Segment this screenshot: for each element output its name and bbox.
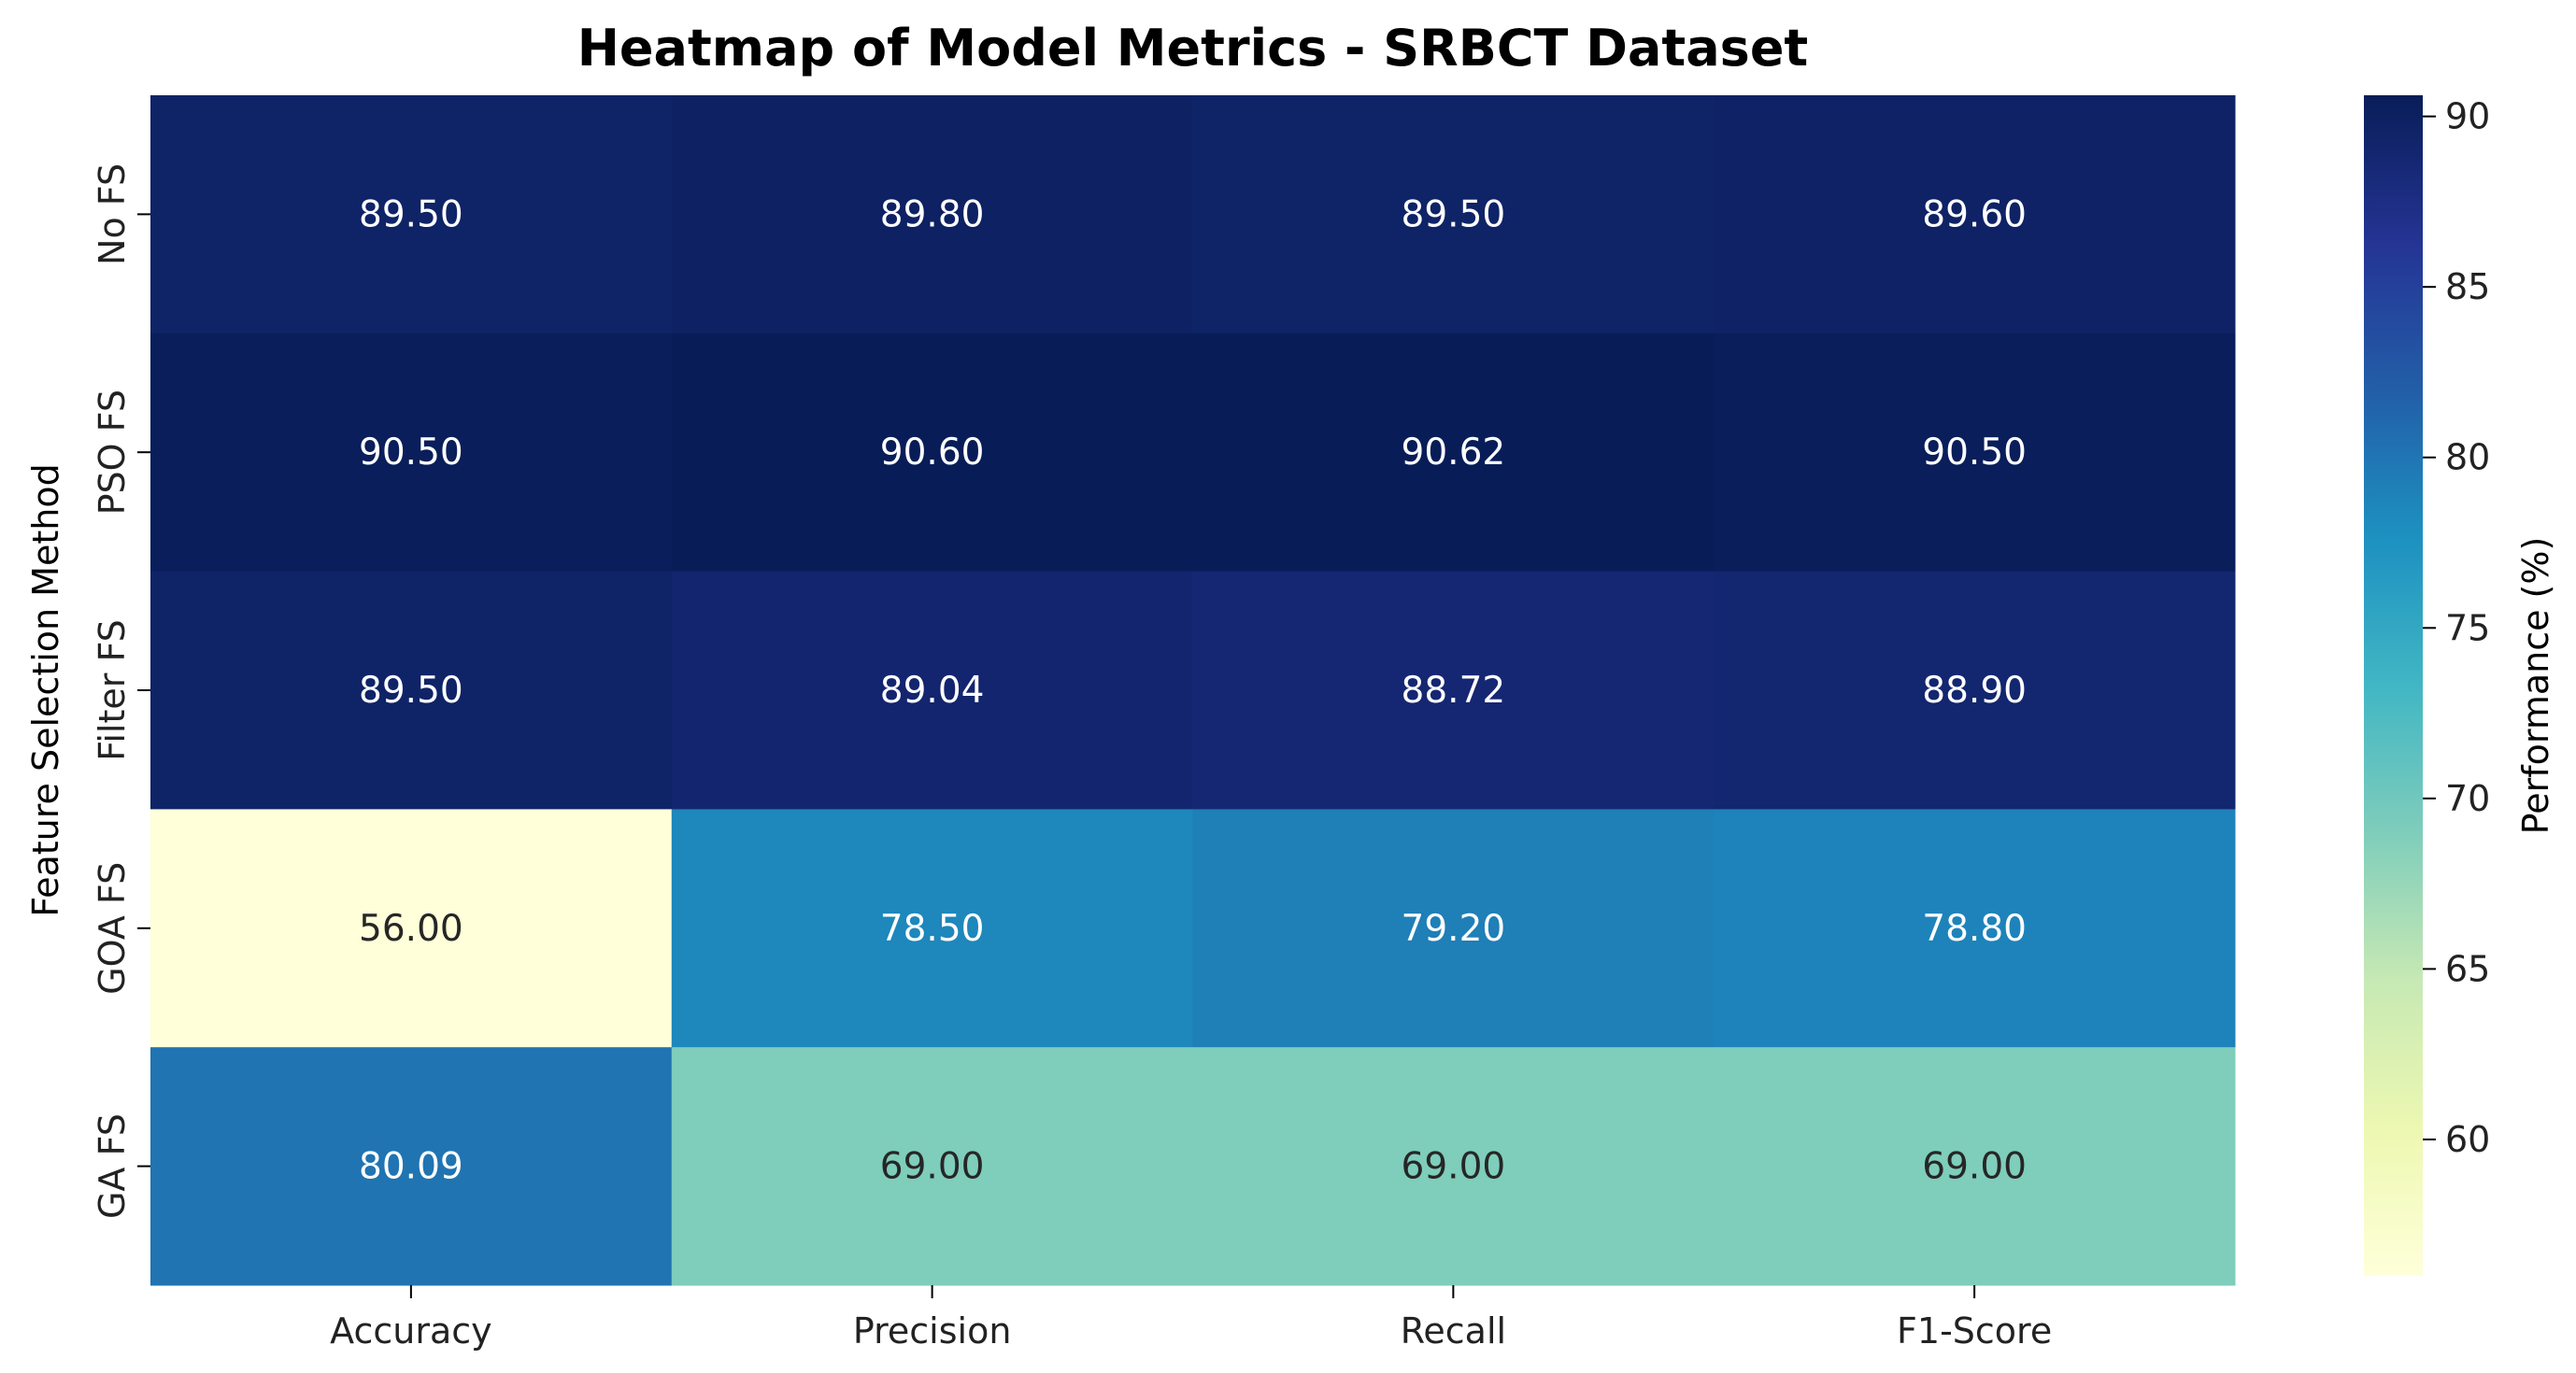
colorbar-tick-label: 85 [2445, 266, 2490, 307]
y-axis-label: Feature Selection Method [25, 463, 66, 916]
heatmap-cell-value: 89.80 [880, 193, 985, 235]
heatmap-cell [1714, 333, 2236, 573]
x-tick-label: Accuracy [330, 1310, 492, 1352]
heatmap-cell-value: 90.62 [1402, 432, 1506, 474]
heatmap-cell [150, 95, 673, 334]
x-tick-label: F1-Score [1897, 1310, 2052, 1352]
heatmap-cell [1192, 333, 1715, 573]
heatmap-cell-value: 78.50 [880, 908, 985, 950]
colorbar-tick-label: 80 [2445, 437, 2490, 478]
heatmap-cell [150, 571, 673, 810]
colorbar-tick-label: 70 [2445, 778, 2490, 819]
heatmap-cell-value: 90.50 [359, 432, 463, 474]
heatmap-cell-value: 56.00 [359, 908, 463, 950]
heatmap-cell-value: 78.80 [1922, 908, 2027, 950]
heatmap-cells [150, 95, 2236, 1286]
heatmap-cell [1192, 1047, 1715, 1286]
heatmap-cell-value: 69.00 [880, 1146, 985, 1188]
heatmap-cell-value: 89.50 [1402, 193, 1506, 235]
heatmap-cell-value: 89.04 [880, 670, 985, 712]
heatmap-cell-value: 90.50 [1922, 432, 2027, 474]
y-axis: No FS PSO FS Filter FS GOA FS GA FS [92, 163, 150, 1219]
heatmap-cell [1714, 1047, 2236, 1286]
heatmap-cell [671, 333, 1193, 573]
heatmap-cell-value: 79.20 [1402, 908, 1506, 950]
heatmap-cell [1714, 95, 2236, 334]
chart-title: Heatmap of Model Metrics - SRBCT Dataset [577, 19, 1809, 78]
heatmap-cell-value: 80.09 [359, 1146, 463, 1188]
x-axis: Accuracy Precision Recall F1-Score [330, 1285, 2052, 1352]
heatmap-cell [1714, 809, 2236, 1048]
heatmap-cell [671, 571, 1193, 810]
y-tick-label: GOA FS [92, 862, 133, 995]
colorbar-tick-label: 65 [2445, 948, 2490, 989]
heatmap-cell [150, 809, 673, 1048]
x-tick-label: Recall [1401, 1310, 1506, 1352]
heatmap-cell [671, 1047, 1193, 1286]
colorbar-gradient [2364, 95, 2423, 1276]
heatmap-cell-value: 88.90 [1922, 670, 2027, 712]
colorbar: 60 65 70 75 80 85 90 [2364, 95, 2490, 1276]
colorbar-label: Performance (%) [2515, 537, 2556, 835]
heatmap-cell [1192, 809, 1715, 1048]
heatmap-cell [671, 809, 1193, 1048]
heatmap-cell-labels: 89.50 89.80 89.50 89.60 90.50 90.60 90.62 90.50… [359, 193, 2027, 1187]
y-tick-label: PSO FS [92, 389, 133, 515]
heatmap-cell-value: 69.00 [1922, 1146, 2027, 1188]
colorbar-tick-label: 60 [2445, 1119, 2490, 1160]
heatmap-cell-value: 89.60 [1922, 193, 2027, 235]
heatmap-cell [1192, 571, 1715, 810]
heatmap-cell-value: 88.72 [1402, 670, 1506, 712]
heatmap-cell-value: 89.50 [359, 670, 463, 712]
colorbar-tick-label: 75 [2445, 607, 2490, 648]
x-tick-label: Precision [853, 1310, 1012, 1352]
y-tick-label: GA FS [92, 1113, 133, 1219]
heatmap-cell-value: 89.50 [359, 193, 463, 235]
heatmap-cell [1192, 95, 1715, 334]
heatmap-cell [150, 1047, 673, 1286]
heatmap-cell [671, 95, 1193, 334]
heatmap-cell [150, 333, 673, 573]
heatmap-cell [1714, 571, 2236, 810]
heatmap-cell-value: 69.00 [1402, 1146, 1506, 1188]
y-tick-label: No FS [92, 163, 133, 265]
heatmap-cell-value: 90.60 [880, 432, 985, 474]
colorbar-tick-label: 90 [2445, 96, 2490, 137]
y-tick-label: Filter FS [92, 619, 133, 761]
